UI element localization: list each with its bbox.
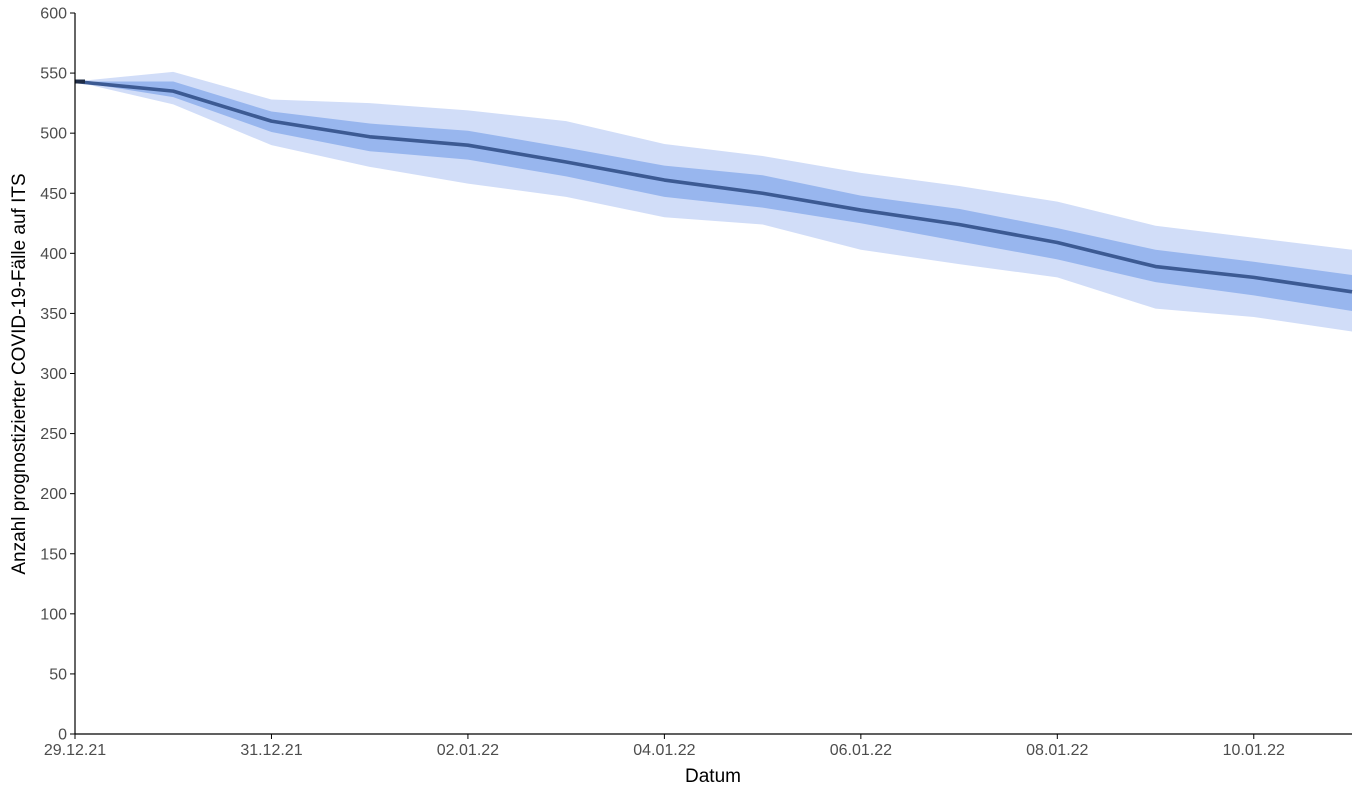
y-tick-label: 350	[40, 306, 67, 323]
y-tick-label: 100	[40, 606, 67, 623]
x-tick-label: 08.01.22	[1026, 742, 1088, 759]
y-tick-label: 550	[40, 66, 67, 83]
x-tick-label: 06.01.22	[830, 742, 892, 759]
y-tick-label: 450	[40, 186, 67, 203]
x-tick-label: 29.12.21	[44, 742, 106, 759]
y-axis-title: Anzahl prognostizierter COVID-19-Fälle a…	[9, 173, 30, 574]
y-tick-label: 400	[40, 246, 67, 263]
x-tick-label: 02.01.22	[437, 742, 499, 759]
y-axis-ticks: 0 50 100 150 200 250 300 350 400 450 500 550 600	[40, 6, 75, 744]
y-tick-label: 300	[40, 366, 67, 383]
inner-prediction-band	[75, 81, 1352, 312]
prediction-bands	[75, 71, 1352, 332]
y-tick-label: 150	[40, 546, 67, 563]
x-tick-label: 31.12.21	[240, 742, 302, 759]
forecast-median-line	[74, 79, 1353, 294]
y-tick-label: 600	[40, 6, 67, 23]
x-axis-ticks: 29.12.21 31.12.21 02.01.22 04.01.22 06.01.22…	[44, 734, 1285, 759]
x-tick-label: 10.01.22	[1223, 742, 1285, 759]
y-tick-label: 50	[49, 666, 67, 683]
x-axis-title: Datum	[685, 766, 741, 787]
y-tick-label: 0	[58, 727, 67, 744]
y-tick-label: 500	[40, 126, 67, 143]
y-tick-label: 250	[40, 426, 67, 443]
y-tick-label: 200	[40, 486, 67, 503]
forecast-lines	[74, 79, 1353, 294]
x-tick-label: 04.01.22	[633, 742, 695, 759]
